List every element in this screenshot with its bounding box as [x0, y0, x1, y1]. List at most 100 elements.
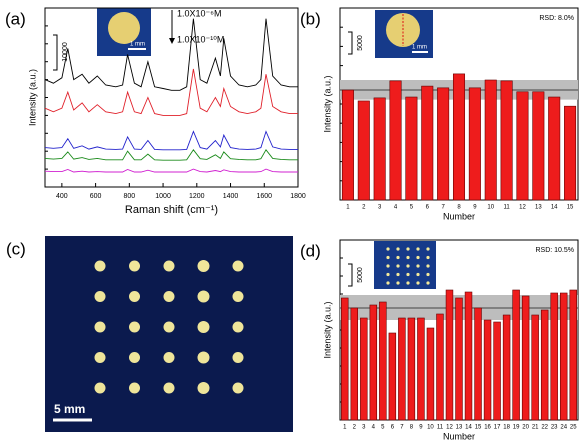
- bar: [389, 333, 396, 420]
- scale-bracket: [348, 32, 352, 54]
- annotation: 1.0X10⁻¹⁰M: [177, 34, 224, 44]
- bar: [503, 315, 510, 420]
- bar: [570, 290, 577, 420]
- photo-dot: [129, 322, 140, 333]
- inset-dot: [406, 256, 409, 259]
- photo-dot: [233, 261, 244, 272]
- bar: [398, 318, 405, 420]
- inset-dot: [386, 273, 389, 276]
- photo-dot: [164, 383, 175, 394]
- x-tick-label: 6: [391, 425, 395, 431]
- inset-dot: [396, 273, 399, 276]
- inset-dot: [416, 281, 419, 284]
- x-tick-label: 25: [570, 425, 577, 431]
- photo-dot: [233, 291, 244, 302]
- x-tick-label: 24: [560, 425, 567, 431]
- x-tick-label: 13: [456, 425, 463, 431]
- inset-dot: [426, 256, 429, 259]
- x-tick-label: 11: [503, 205, 510, 211]
- x-tick-label: 19: [513, 425, 520, 431]
- x-tick-label: 13: [535, 205, 542, 211]
- photo-dot: [233, 383, 244, 394]
- inset-dot: [416, 247, 419, 250]
- x-tick-label: 22: [541, 425, 548, 431]
- inset-dot: [396, 281, 399, 284]
- photo-dot: [233, 322, 244, 333]
- annotation: 1.0X10⁻⁶M: [177, 8, 221, 18]
- arrow-head: [169, 38, 175, 44]
- x-tick-label: 14: [465, 425, 472, 431]
- bar: [513, 290, 520, 420]
- bar: [501, 81, 512, 200]
- bar: [494, 322, 501, 420]
- inset-a-text: 1 mm: [130, 42, 145, 48]
- bar: [351, 308, 358, 420]
- figure: 5 mm (c) 1 mm 1 mm (a)Intensity (a.u.)40…: [0, 0, 581, 444]
- bar: [446, 290, 453, 420]
- bar: [360, 318, 367, 420]
- bar: [374, 98, 385, 200]
- x-tick-label: 9: [473, 205, 477, 211]
- bar: [517, 92, 528, 200]
- inset-dot: [386, 256, 389, 259]
- panel-label: (d): [300, 241, 321, 260]
- bar: [358, 101, 369, 200]
- bar: [548, 97, 559, 200]
- photo-dot: [95, 261, 106, 272]
- photo-dot: [164, 261, 175, 272]
- x-axis-label: Number: [443, 431, 475, 441]
- inset-a-disc: [108, 12, 140, 44]
- photo-dot: [233, 352, 244, 363]
- x-tick-label: 3: [378, 205, 382, 211]
- photo-dot: [95, 322, 106, 333]
- page: 5 mm (c) 1 mm 1 mm (a)Intensity (a.u.)40…: [0, 0, 581, 444]
- inset-dot: [396, 256, 399, 259]
- inset-dot: [406, 264, 409, 267]
- inset-dot: [426, 247, 429, 250]
- bar: [551, 293, 558, 420]
- x-tick-label: 1600: [256, 193, 272, 200]
- scale-text: 5000: [357, 267, 364, 283]
- photo-dot: [198, 382, 210, 394]
- x-tick-label: 15: [475, 425, 482, 431]
- inset-dot: [416, 256, 419, 259]
- bar: [379, 302, 386, 420]
- x-tick-label: 2: [362, 205, 366, 211]
- bar: [406, 97, 417, 200]
- spectrum-line: [45, 132, 298, 150]
- spectrum-line: [45, 169, 298, 172]
- photo-dot: [164, 291, 175, 302]
- x-tick-label: 5: [381, 425, 385, 431]
- photo-dot: [198, 352, 210, 364]
- x-axis-label: Number: [443, 211, 475, 221]
- bar: [427, 328, 434, 420]
- photo-dot: [129, 352, 140, 363]
- photo-dot: [164, 352, 175, 363]
- bar: [390, 81, 401, 200]
- x-tick-label: 1200: [189, 193, 205, 200]
- x-tick-label: 20: [522, 425, 529, 431]
- y-axis-label: Intensity (a.u.): [322, 75, 332, 132]
- inset-dot: [386, 281, 389, 284]
- inset-dot: [406, 247, 409, 250]
- rsd-text: RSD: 8.0%: [539, 15, 574, 22]
- inset-dot: [386, 247, 389, 250]
- bar: [453, 74, 464, 200]
- bar: [564, 106, 575, 200]
- y-axis-label: Intensity (a.u.): [322, 301, 332, 358]
- photo-dot: [95, 352, 106, 363]
- bar: [560, 293, 567, 420]
- inset-dot: [406, 273, 409, 276]
- x-tick-label: 16: [484, 425, 491, 431]
- y-axis-label: Intensity (a.u.): [27, 69, 37, 126]
- inset-dot: [406, 281, 409, 284]
- x-tick-label: 17: [494, 425, 501, 431]
- x-tick-label: 5: [410, 205, 414, 211]
- photo-dot: [198, 321, 210, 333]
- inset-b-text: 1 mm: [412, 45, 427, 51]
- panel-label: (a): [5, 9, 26, 28]
- photo-dot: [164, 322, 175, 333]
- scale-bracket: [53, 35, 57, 70]
- x-tick-label: 4: [394, 205, 398, 211]
- x-tick-label: 1: [346, 205, 350, 211]
